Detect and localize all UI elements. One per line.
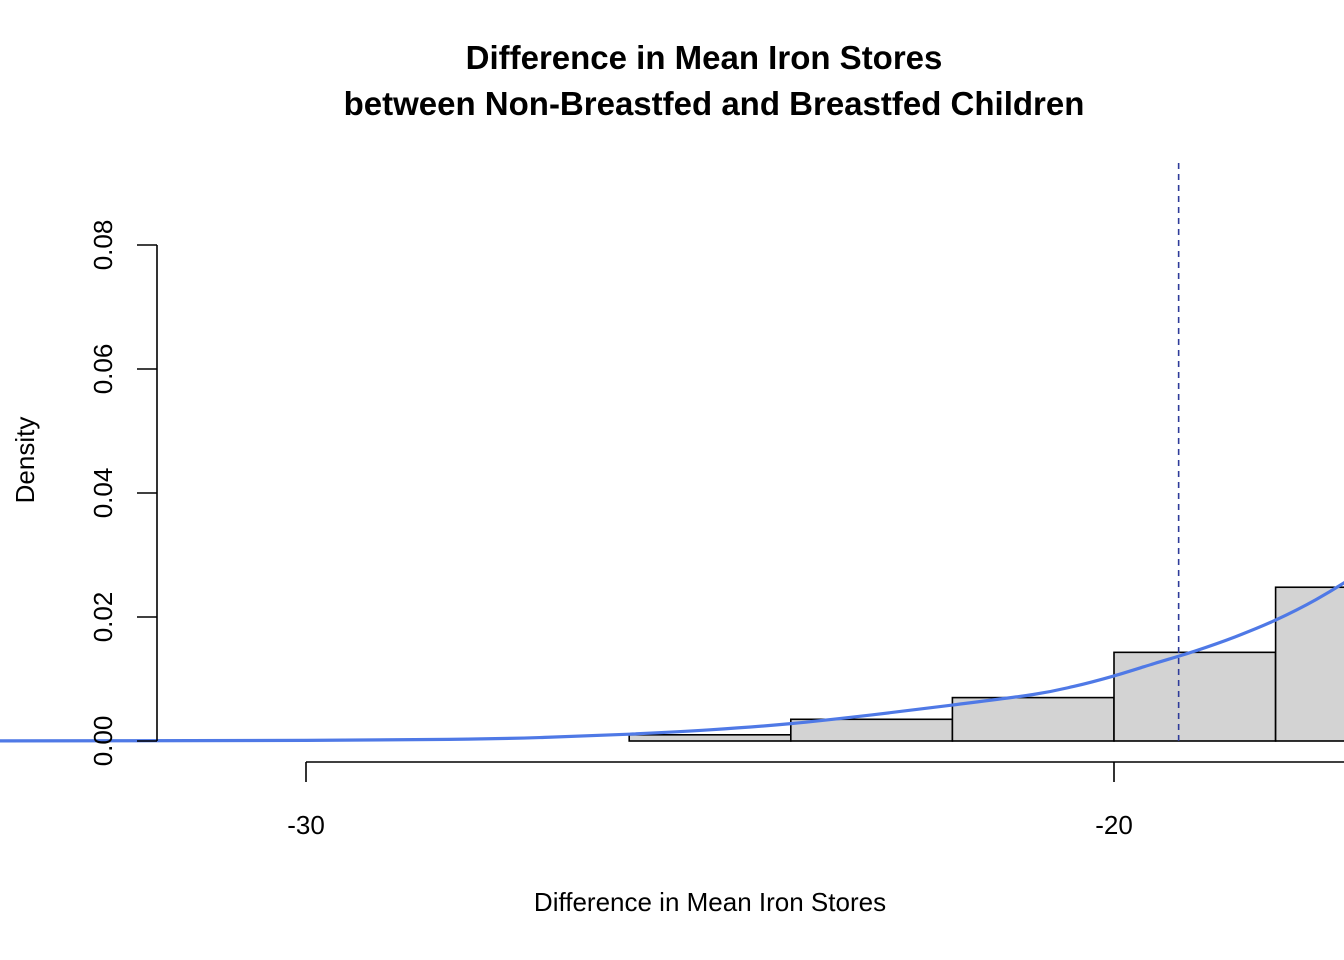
chart-title: Difference in Mean Iron Stores <box>466 39 943 76</box>
histogram-bar <box>951 696 1115 742</box>
y-tick-label: 0.06 <box>88 344 118 395</box>
x-tick-label: -30 <box>287 810 325 840</box>
histogram-bar <box>1113 651 1277 742</box>
y-tick-label: 0.02 <box>88 592 118 643</box>
y-tick-label: 0.08 <box>88 220 118 271</box>
density-curve <box>0 581 1344 743</box>
y-axis: 0.00 0.02 0.04 0.06 0.08 <box>88 220 158 767</box>
y-tick-label: 0.00 <box>88 716 118 767</box>
histogram-bar <box>628 733 792 742</box>
x-axis-label: Difference in Mean Iron Stores <box>534 887 886 917</box>
histogram-bar <box>1274 586 1344 742</box>
chart-subtitle: between Non-Breastfed and Breastfed Chil… <box>344 85 1085 122</box>
x-tick-label: -20 <box>1095 810 1133 840</box>
y-axis-label: Density <box>10 417 40 504</box>
x-axis: -30-20-100 <box>287 761 1344 840</box>
histogram-bars <box>628 586 1344 742</box>
y-tick-label: 0.04 <box>88 468 118 519</box>
density-curve-group <box>0 581 1344 743</box>
interval-lines <box>1177 163 1180 741</box>
